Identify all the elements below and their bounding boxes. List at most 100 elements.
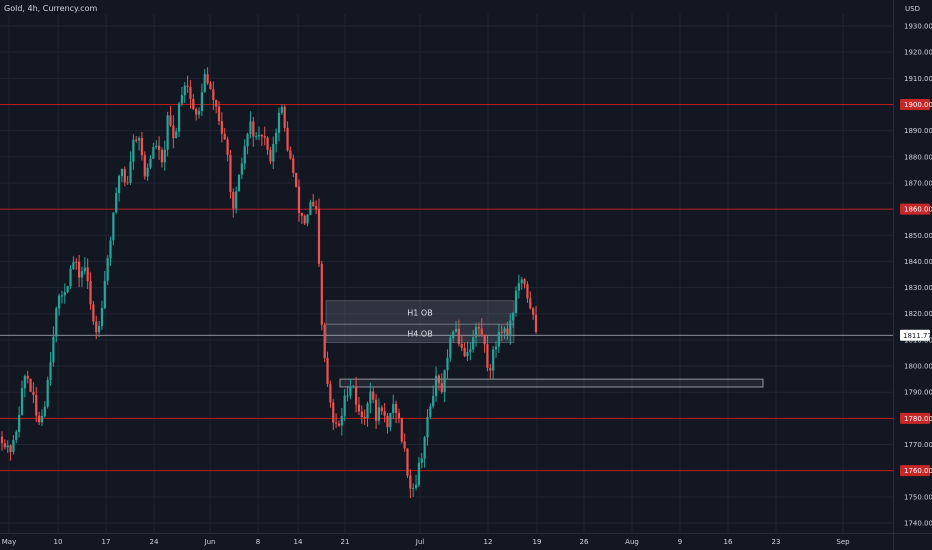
level-price-badge <box>900 203 930 215</box>
candle-body <box>449 337 452 358</box>
candle-body <box>120 169 124 176</box>
candle-body <box>18 414 21 432</box>
candle-body <box>35 394 38 416</box>
candle-body <box>255 136 258 138</box>
candle-body <box>306 214 309 224</box>
candle-body <box>203 74 206 93</box>
candle-body <box>317 208 321 264</box>
candle-body <box>417 462 421 485</box>
candle-body <box>526 284 529 299</box>
candle-body <box>252 121 255 137</box>
candle-body <box>103 280 106 308</box>
x-tick-label: 19 <box>533 538 542 546</box>
candle-body <box>300 212 303 216</box>
x-tick-label: 10 <box>54 538 63 546</box>
candle-body <box>55 308 58 337</box>
candle-body <box>9 445 12 453</box>
candle-body <box>523 279 526 285</box>
candle-body <box>163 149 166 163</box>
candle-body <box>480 328 483 335</box>
candle-body <box>337 423 341 426</box>
candle-body <box>129 161 132 183</box>
x-tick-label: 14 <box>294 538 303 546</box>
candle-body <box>297 186 301 213</box>
candle-body <box>112 212 115 241</box>
candle-body <box>215 99 218 107</box>
candle-body <box>92 304 95 322</box>
candle-body <box>403 441 406 449</box>
candle-body <box>469 349 472 353</box>
candle-body <box>492 349 495 371</box>
y-tick-label: 1830.00 <box>904 284 932 292</box>
candle-body <box>243 146 246 164</box>
candle-body <box>206 74 209 84</box>
candle-body <box>412 487 415 489</box>
x-tick-label: Sep <box>836 538 850 546</box>
candle-body <box>409 475 412 489</box>
candle-body <box>177 103 181 132</box>
candle-body <box>6 445 9 448</box>
candle-body <box>486 344 489 368</box>
candle-body <box>292 158 295 173</box>
candle-body <box>157 145 161 150</box>
level-price-badge <box>900 412 930 424</box>
candle-body <box>189 86 192 99</box>
y-tick-label: 1750.00 <box>904 493 932 501</box>
candle-body <box>212 89 215 100</box>
candle-body <box>66 286 69 292</box>
candle-body <box>392 403 395 414</box>
candle-body <box>175 131 178 139</box>
x-tick-label: 9 <box>678 538 682 546</box>
candle-body <box>335 422 338 424</box>
level-price-label: 1860.00 <box>904 206 932 214</box>
y-tick-label: 1920.00 <box>904 49 932 57</box>
candle-body <box>23 375 26 389</box>
candle-body <box>160 149 164 163</box>
candle-body <box>86 267 89 282</box>
candle-body <box>26 375 29 379</box>
order-block-zone <box>325 323 515 344</box>
level-price-badge <box>900 98 930 110</box>
candle-body <box>329 384 332 403</box>
candle-body <box>354 386 358 405</box>
candle-body <box>372 391 375 400</box>
candle-body <box>463 347 466 357</box>
y-tick-label: 1770.00 <box>904 441 932 449</box>
candle-body <box>366 403 369 419</box>
candle-body <box>509 320 512 335</box>
candle-body <box>494 346 498 350</box>
candle-body <box>195 109 198 115</box>
candle-body <box>460 343 463 348</box>
candle-body <box>383 411 386 416</box>
candle-body <box>326 357 329 385</box>
candle-body <box>3 443 6 448</box>
candle-body <box>434 375 438 396</box>
candle-body <box>257 134 261 137</box>
y-tick-label: 1870.00 <box>904 179 932 187</box>
candle-body <box>512 312 515 321</box>
candle-body <box>72 261 75 270</box>
candle-body <box>246 133 249 147</box>
candle-body <box>126 182 129 184</box>
candle-body <box>532 308 535 315</box>
candle-body <box>109 240 112 259</box>
candle-body <box>534 314 538 332</box>
x-tick-label: 24 <box>150 538 159 546</box>
candle-body <box>474 327 478 338</box>
candle-body <box>200 92 203 112</box>
candle-body <box>380 407 383 412</box>
candle-body <box>389 413 392 428</box>
candle-body <box>352 386 355 388</box>
currency-label: USD <box>905 5 920 13</box>
y-tick-label: 1800.00 <box>904 363 932 371</box>
candle-body <box>315 206 318 209</box>
candle-body <box>320 263 323 325</box>
current-price-label: 1811.77 <box>903 332 932 340</box>
candle-body <box>38 415 41 423</box>
candle-body <box>263 136 266 138</box>
candle-body <box>180 95 184 104</box>
candle-body <box>303 215 306 224</box>
x-tick-label: Aug <box>625 538 639 546</box>
candle-body <box>155 145 158 148</box>
